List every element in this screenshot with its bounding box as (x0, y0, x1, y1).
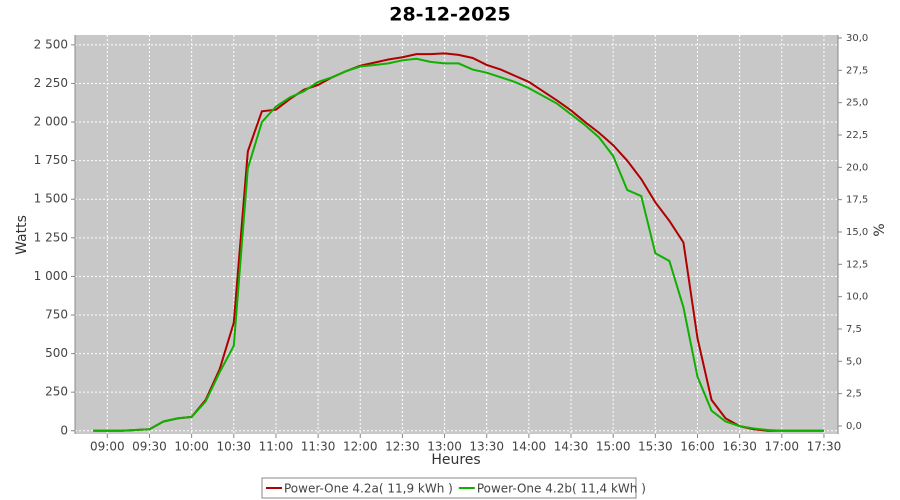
x-tick-label: 14:00 (512, 440, 547, 454)
x-tick-label: 17:30 (807, 440, 842, 454)
legend-label: Power-One 4.2b( 11,4 kWh ) (477, 482, 646, 496)
y2-tick-label: 17,5 (846, 195, 868, 206)
y-tick-label: 2 500 (34, 37, 68, 51)
y2-tick-label: 7,5 (846, 324, 862, 335)
y2-tick-label: 10,0 (846, 292, 868, 303)
y2-tick-label: 15,0 (846, 227, 868, 238)
y-tick-label: 1 000 (34, 269, 68, 283)
y2-tick-label: 5,0 (846, 356, 862, 367)
plot-area (75, 35, 838, 434)
y2-tick-label: 25,0 (846, 98, 868, 109)
x-tick-label: 15:00 (596, 440, 631, 454)
x-tick-label: 16:30 (722, 440, 757, 454)
x-tick-label: 12:00 (343, 440, 378, 454)
x-tick-label: 14:30 (554, 440, 589, 454)
y-tick-label: 1 750 (34, 153, 68, 167)
x-tick-label: 13:00 (427, 440, 462, 454)
y2-tick-label: 22,5 (846, 130, 868, 141)
y2-tick-label: 0,0 (846, 421, 862, 432)
x-tick-label: 11:00 (259, 440, 294, 454)
y2-axis-label: % (872, 223, 888, 236)
y-axis-label: Watts (14, 215, 30, 255)
x-tick-label: 09:30 (132, 440, 167, 454)
y2-tick-label: 2,5 (846, 389, 862, 400)
data-line (93, 57, 824, 432)
data-line (93, 52, 824, 432)
y-tick-label: 1 250 (34, 230, 68, 244)
y-tick-label: 750 (45, 307, 68, 321)
x-tick-label: 16:00 (680, 440, 715, 454)
y2-tick-label: 20,0 (846, 162, 868, 173)
chart-title: 28-12-2025 (389, 4, 511, 26)
y-tick-label: 2 250 (34, 76, 68, 90)
y-tick-label: 500 (45, 346, 68, 360)
y-tick-label: 0 (60, 423, 68, 437)
x-tick-label: 15:30 (638, 440, 673, 454)
y-tick-label: 250 (45, 385, 68, 399)
x-axis-label: Heures (431, 452, 480, 468)
x-tick-label: 11:30 (301, 440, 336, 454)
y2-tick-label: 12,5 (846, 259, 868, 270)
x-tick-label: 10:30 (216, 440, 251, 454)
y-tick-label: 2 000 (34, 115, 68, 129)
y-tick-label: 1 500 (34, 192, 68, 206)
legend (261, 477, 637, 499)
x-tick-label: 12:30 (385, 440, 420, 454)
y2-tick-label: 30,0 (846, 33, 868, 44)
x-tick-label: 13:30 (469, 440, 504, 454)
x-tick-label: 17:00 (764, 440, 799, 454)
x-tick-label: 10:00 (174, 440, 209, 454)
y2-tick-label: 27,5 (846, 65, 868, 76)
legend-label: Power-One 4.2a( 11,9 kWh ) (284, 482, 453, 496)
x-tick-label: 09:00 (90, 440, 125, 454)
